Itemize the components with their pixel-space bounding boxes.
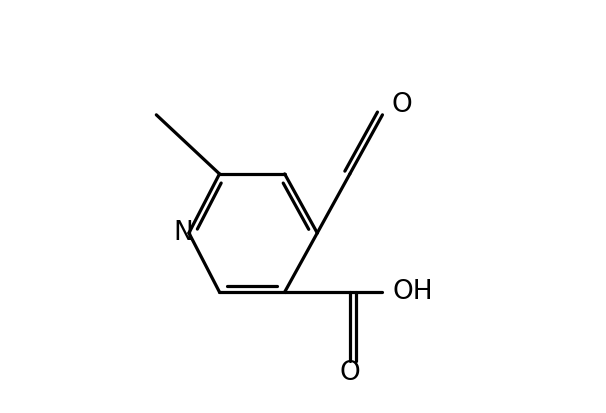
Text: OH: OH bbox=[393, 279, 433, 305]
Text: N: N bbox=[173, 220, 193, 246]
Text: O: O bbox=[339, 360, 360, 386]
Text: O: O bbox=[392, 93, 413, 119]
